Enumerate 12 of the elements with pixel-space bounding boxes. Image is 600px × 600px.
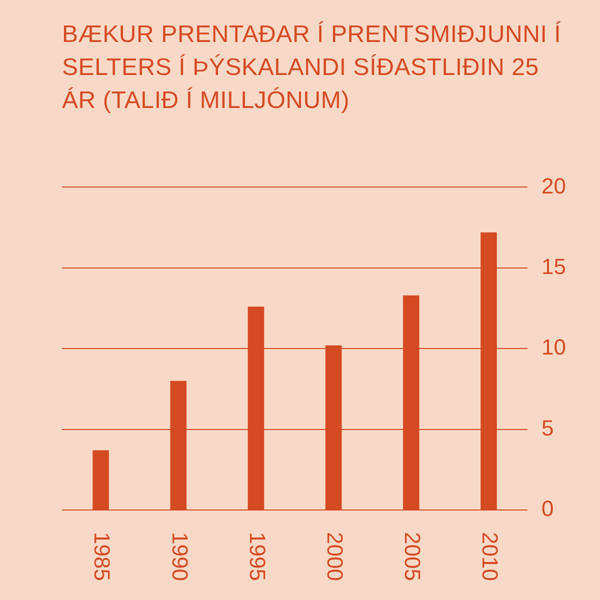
x-tick-label: 1995 xyxy=(244,532,270,581)
y-tick-label: 5 xyxy=(542,415,554,440)
x-tick-label: 2000 xyxy=(322,532,348,581)
x-tick-label: 2005 xyxy=(400,532,426,581)
y-tick-label: 0 xyxy=(542,496,554,522)
x-tick-label: 2010 xyxy=(478,532,503,581)
chart-title: BÆKUR PRENTAÐAR Í PRENTSMIÐJUNNI Í SELTERS Í ÞÝSKALANDI SÍÐASTLIÐIN 25 ÁR (TALIÐ Í MILLJÓNUM) xyxy=(62,20,562,116)
y-tick-label: 20 xyxy=(542,173,566,198)
x-tick-label: 1990 xyxy=(167,532,192,581)
y-tick-label: 10 xyxy=(542,334,566,360)
y-tick-label: 15 xyxy=(542,254,566,279)
x-tick-label: 1985 xyxy=(90,532,115,581)
